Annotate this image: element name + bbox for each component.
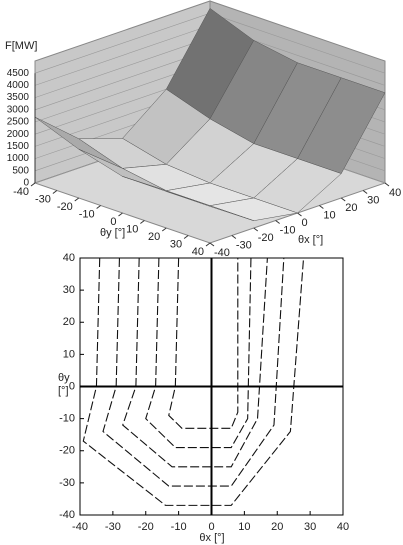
tick-mark <box>96 205 101 209</box>
x-tick-label: -30 <box>105 521 121 533</box>
z-tick-label: 4500 <box>7 68 30 79</box>
tick-mark <box>253 227 259 232</box>
surface-patch <box>166 191 254 221</box>
tick-mark <box>205 242 211 247</box>
x-tick-label: -20 <box>258 232 274 244</box>
z-tick-label: 1000 <box>7 153 30 164</box>
x-tick-label: -10 <box>280 224 296 236</box>
tick-mark <box>140 220 145 224</box>
tick-mark <box>275 220 280 224</box>
y-tick-label: -30 <box>59 477 75 489</box>
tick-mark <box>118 212 123 217</box>
y-tick-label: 10 <box>63 348 75 360</box>
y-tick-label: -30 <box>35 193 51 205</box>
z-tick-label: 4000 <box>7 80 30 91</box>
z-tick-label: 0 <box>23 178 29 189</box>
tick-mark <box>362 190 368 194</box>
tick-mark <box>319 205 324 209</box>
z-tick-label: 2500 <box>7 117 30 128</box>
x-tick-label: -40 <box>214 247 230 259</box>
y-axis-label: θy [°] <box>58 372 70 397</box>
x-tick-label: 40 <box>337 521 349 533</box>
x-tick-label: 0 <box>302 217 308 229</box>
y-tick-label: -40 <box>13 186 29 198</box>
y-tick-label: -20 <box>57 201 73 213</box>
y-tick-label: -10 <box>79 208 95 220</box>
x-tick-label: -30 <box>236 239 252 251</box>
y-tick-label: 20 <box>63 316 75 328</box>
x-tick-label: 40 <box>389 187 401 199</box>
x-tick-label: 30 <box>304 521 316 533</box>
z-tick-label: 1500 <box>7 141 30 152</box>
y-tick-label: 30 <box>170 238 182 250</box>
tick-mark <box>161 227 167 232</box>
x-tick-label: -20 <box>138 521 154 533</box>
tick-mark <box>297 212 302 217</box>
y-tick-label: 40 <box>63 252 75 264</box>
x-tick-label: 20 <box>345 202 357 214</box>
z-axis-label: F[MW] <box>5 40 37 52</box>
z-tick-label: 500 <box>12 165 29 176</box>
x-tick-label: 10 <box>238 521 250 533</box>
z-tick-label: 3000 <box>7 104 30 115</box>
x-tick-label: 10 <box>323 209 335 221</box>
x-tick-label: -40 <box>72 521 88 533</box>
y-tick-label: -10 <box>59 413 75 425</box>
y-tick-label: 20 <box>148 231 160 243</box>
tick-mark <box>209 242 215 247</box>
tick-mark <box>52 190 58 194</box>
y-tick-label: 10 <box>126 223 138 235</box>
y-tick-label: 0 <box>69 380 75 392</box>
y-tick-label: -40 <box>59 509 75 521</box>
x-tick-label: 20 <box>271 521 283 533</box>
tick-mark <box>384 182 390 187</box>
x-tick-label: -10 <box>171 521 187 533</box>
y-axis-label: θy [°] <box>100 227 125 239</box>
tick-mark <box>183 235 189 239</box>
tick-mark <box>74 197 80 202</box>
tick-mark <box>231 235 237 239</box>
x-tick-label: 0 <box>208 521 214 533</box>
x-tick-label: 30 <box>367 194 379 206</box>
x-axis-label: θx [°] <box>199 532 224 544</box>
tick-mark <box>340 197 346 202</box>
y-tick-label: 40 <box>192 246 204 258</box>
tick-mark <box>30 182 36 187</box>
y-tick-label: 30 <box>63 284 75 296</box>
x-axis-label: θx [°] <box>298 234 323 246</box>
z-tick-label: 3500 <box>7 92 30 103</box>
y-tick-label: 0 <box>110 216 116 228</box>
y-tick-label: -20 <box>59 445 75 457</box>
z-tick-label: 2000 <box>7 129 30 140</box>
